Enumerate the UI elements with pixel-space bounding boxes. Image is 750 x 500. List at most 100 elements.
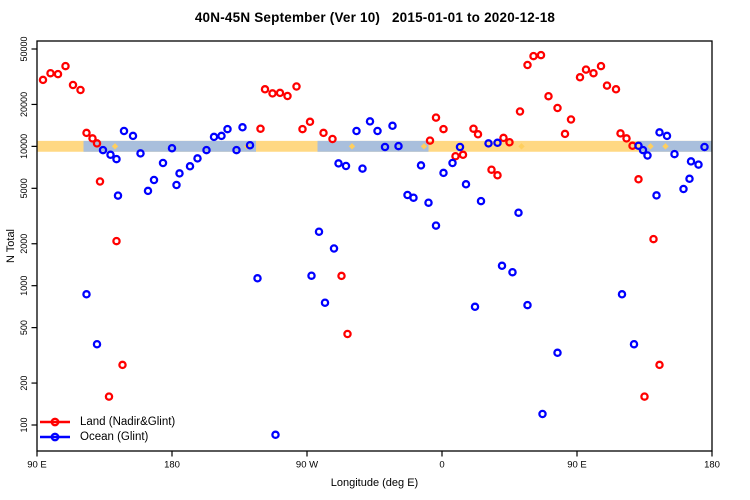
x-tick-label: 0 [439, 460, 444, 471]
land-data-point [634, 175, 643, 184]
land-data-point [473, 130, 483, 139]
land-data-point [38, 75, 48, 85]
land-data-point [92, 139, 102, 148]
land-data-point [544, 91, 553, 101]
land-data-point [649, 234, 658, 244]
ocean-data-point [439, 168, 448, 178]
ocean-data-point [514, 208, 523, 217]
ocean-data-point [217, 131, 226, 141]
land-data-point [451, 151, 460, 161]
land-data-point [439, 124, 448, 134]
ocean-data-point [172, 180, 181, 190]
land-data-point [536, 50, 546, 60]
land-data-point [611, 85, 621, 94]
band-mark-icon [420, 143, 428, 150]
ocean-data-point [209, 132, 219, 142]
band-mark-icon [348, 143, 356, 150]
ocean-data-point [334, 159, 343, 168]
chart-title: 40N-45N September (Ver 10) 2015-01-01 to… [194, 10, 556, 25]
land-data-point [283, 91, 292, 101]
land-data-point [640, 392, 649, 401]
y-tick-label: 5000 [19, 178, 29, 198]
y-tick-label: 2000 [19, 234, 29, 254]
y-tick-label: 50000 [19, 36, 29, 61]
legend-row-ocean: Ocean (Glint) [40, 429, 175, 444]
ocean-data-point [394, 141, 403, 151]
land-data-point [499, 133, 508, 143]
ocean-data-point [373, 126, 382, 136]
land-data-point [112, 236, 121, 246]
ocean-data-point [158, 158, 168, 168]
land-data-point [431, 113, 441, 122]
x-tick-label: 180 [704, 460, 720, 471]
land-data-point [260, 85, 270, 94]
ocean-data-point [245, 140, 255, 150]
land-data-point [337, 271, 346, 281]
ocean-data-point [497, 261, 507, 271]
ocean-data-point [223, 124, 232, 134]
ocean-data-point [232, 145, 241, 155]
ocean-data-point [523, 300, 532, 310]
band-mark-icon [647, 143, 654, 150]
ocean-data-point [167, 143, 177, 153]
land-data-point [469, 124, 478, 133]
ocean-data-point [455, 142, 465, 152]
ocean-data-point [341, 161, 351, 171]
land-data-point [328, 134, 337, 144]
land-data-point [523, 60, 532, 70]
ocean-data-point [193, 154, 202, 163]
ocean-marker-icon [40, 432, 70, 441]
ocean-data-point [365, 117, 375, 126]
land-data-point [305, 117, 315, 127]
land-data-point [68, 80, 78, 90]
ocean-data-point [686, 157, 696, 166]
ocean-data-point [185, 162, 195, 171]
x-tick-label: 90 W [296, 460, 318, 471]
land-data-point [458, 150, 468, 160]
ocean-data-point [136, 149, 145, 158]
ocean-data-point [470, 302, 480, 312]
land-data-point [88, 134, 97, 143]
ocean-data-point [238, 123, 247, 132]
x-tick-label: 90 E [27, 460, 47, 471]
ocean-data-point [388, 121, 397, 131]
land-data-point [589, 68, 598, 78]
land-data-point [505, 138, 514, 147]
band-mark-icon [111, 143, 119, 150]
land-data-point [655, 360, 664, 370]
ocean-data-point [670, 149, 679, 159]
y-tick-label: 500 [19, 320, 29, 335]
x-tick-label: 180 [164, 460, 180, 471]
land-data-point [118, 360, 127, 370]
legend-label-ocean: Ocean (Glint) [80, 430, 149, 443]
land-marker-icon [40, 417, 70, 426]
y-tick-label: 20000 [19, 92, 29, 117]
land-data-point [602, 81, 612, 90]
ocean-data-point [638, 145, 648, 155]
land-data-point [553, 103, 562, 113]
ocean-data-point [685, 174, 694, 184]
ocean-data-point [493, 138, 502, 148]
y-tick-label: 1000 [19, 276, 29, 296]
land-data-point [319, 128, 328, 138]
ocean-data-point [143, 186, 153, 196]
ocean-data-point [119, 126, 129, 136]
land-data-point [622, 134, 631, 143]
x-tick-label: 90 E [567, 460, 587, 471]
ocean-data-point [655, 128, 664, 137]
ocean-data-point [202, 145, 211, 155]
ocean-data-point [112, 154, 121, 164]
land-data-point [560, 129, 570, 139]
land-data-point [275, 88, 285, 98]
ocean-data-point [149, 175, 159, 185]
land-data-point [76, 85, 85, 95]
ocean-data-point [106, 150, 115, 160]
ocean-data-point [307, 271, 316, 280]
ocean-data-point [98, 145, 108, 155]
land-data-point [596, 61, 606, 71]
land-data-point [292, 82, 301, 91]
ocean-data-point [634, 141, 643, 151]
ocean-data-point [128, 131, 138, 141]
land-data-point [268, 89, 277, 98]
reference-band-overlay [317, 140, 429, 152]
